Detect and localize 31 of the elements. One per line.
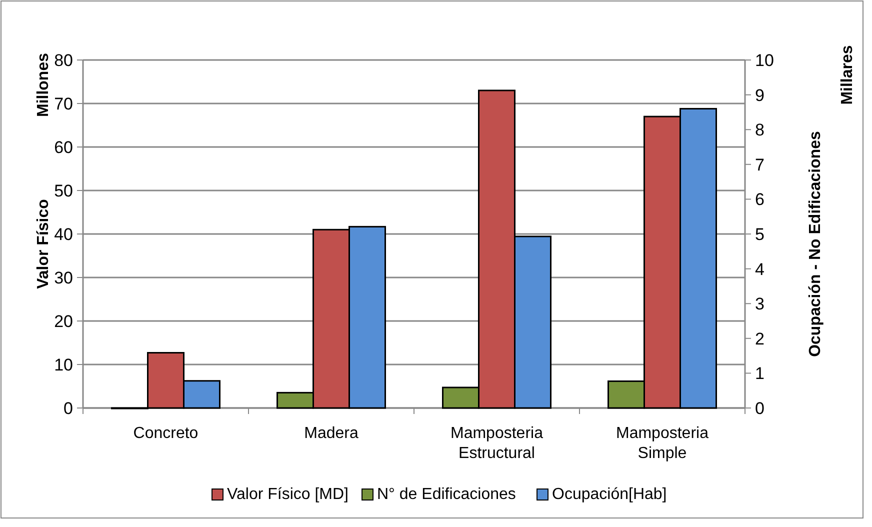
- y2-tick-label: 6: [755, 190, 764, 210]
- y2-tick-label: 3: [755, 294, 764, 314]
- legend-label: Valor Físico [MD]: [227, 486, 348, 503]
- legend-label: Ocupación[Hab]: [552, 486, 667, 503]
- y2-tick-label: 4: [755, 260, 764, 279]
- y2-tick-label: 5: [755, 224, 764, 244]
- text: Millones: [35, 52, 52, 118]
- legend-label: N° de Edificaciones: [377, 486, 516, 503]
- y-tick-label: 70: [54, 94, 73, 114]
- y-tick-label: 10: [54, 355, 73, 374]
- y-axis-title: Valor Físico: [35, 198, 52, 289]
- y-tick-label: 80: [54, 50, 73, 70]
- y-tick-label: 60: [54, 138, 73, 157]
- y2-tick-label: 7: [755, 155, 764, 174]
- text: Millares: [839, 45, 856, 105]
- y2-tick-label: 9: [755, 86, 764, 105]
- y2-tick-label: 2: [755, 329, 764, 348]
- x-tick-label: Mamposteria Estructural: [450, 425, 544, 462]
- x-tick-label: Mamposteria Simple: [616, 425, 709, 462]
- y2-tick-label: 10: [755, 50, 774, 70]
- y-tick-label: 0: [64, 398, 73, 418]
- y2-tick-label: 8: [755, 120, 764, 140]
- y-tick-label: 50: [54, 181, 73, 200]
- y2-axis-title: Ocupación - No Edificaciones: [807, 130, 824, 357]
- y-tick-label: 30: [54, 268, 73, 288]
- x-tick-label: Concreto: [133, 425, 198, 442]
- y2-tick-label: 0: [755, 398, 764, 418]
- y-tick-label: 40: [54, 224, 73, 244]
- x-tick-label: Madera: [304, 425, 358, 442]
- y2-tick-label: 1: [755, 364, 764, 384]
- y-tick-label: 20: [54, 312, 73, 331]
